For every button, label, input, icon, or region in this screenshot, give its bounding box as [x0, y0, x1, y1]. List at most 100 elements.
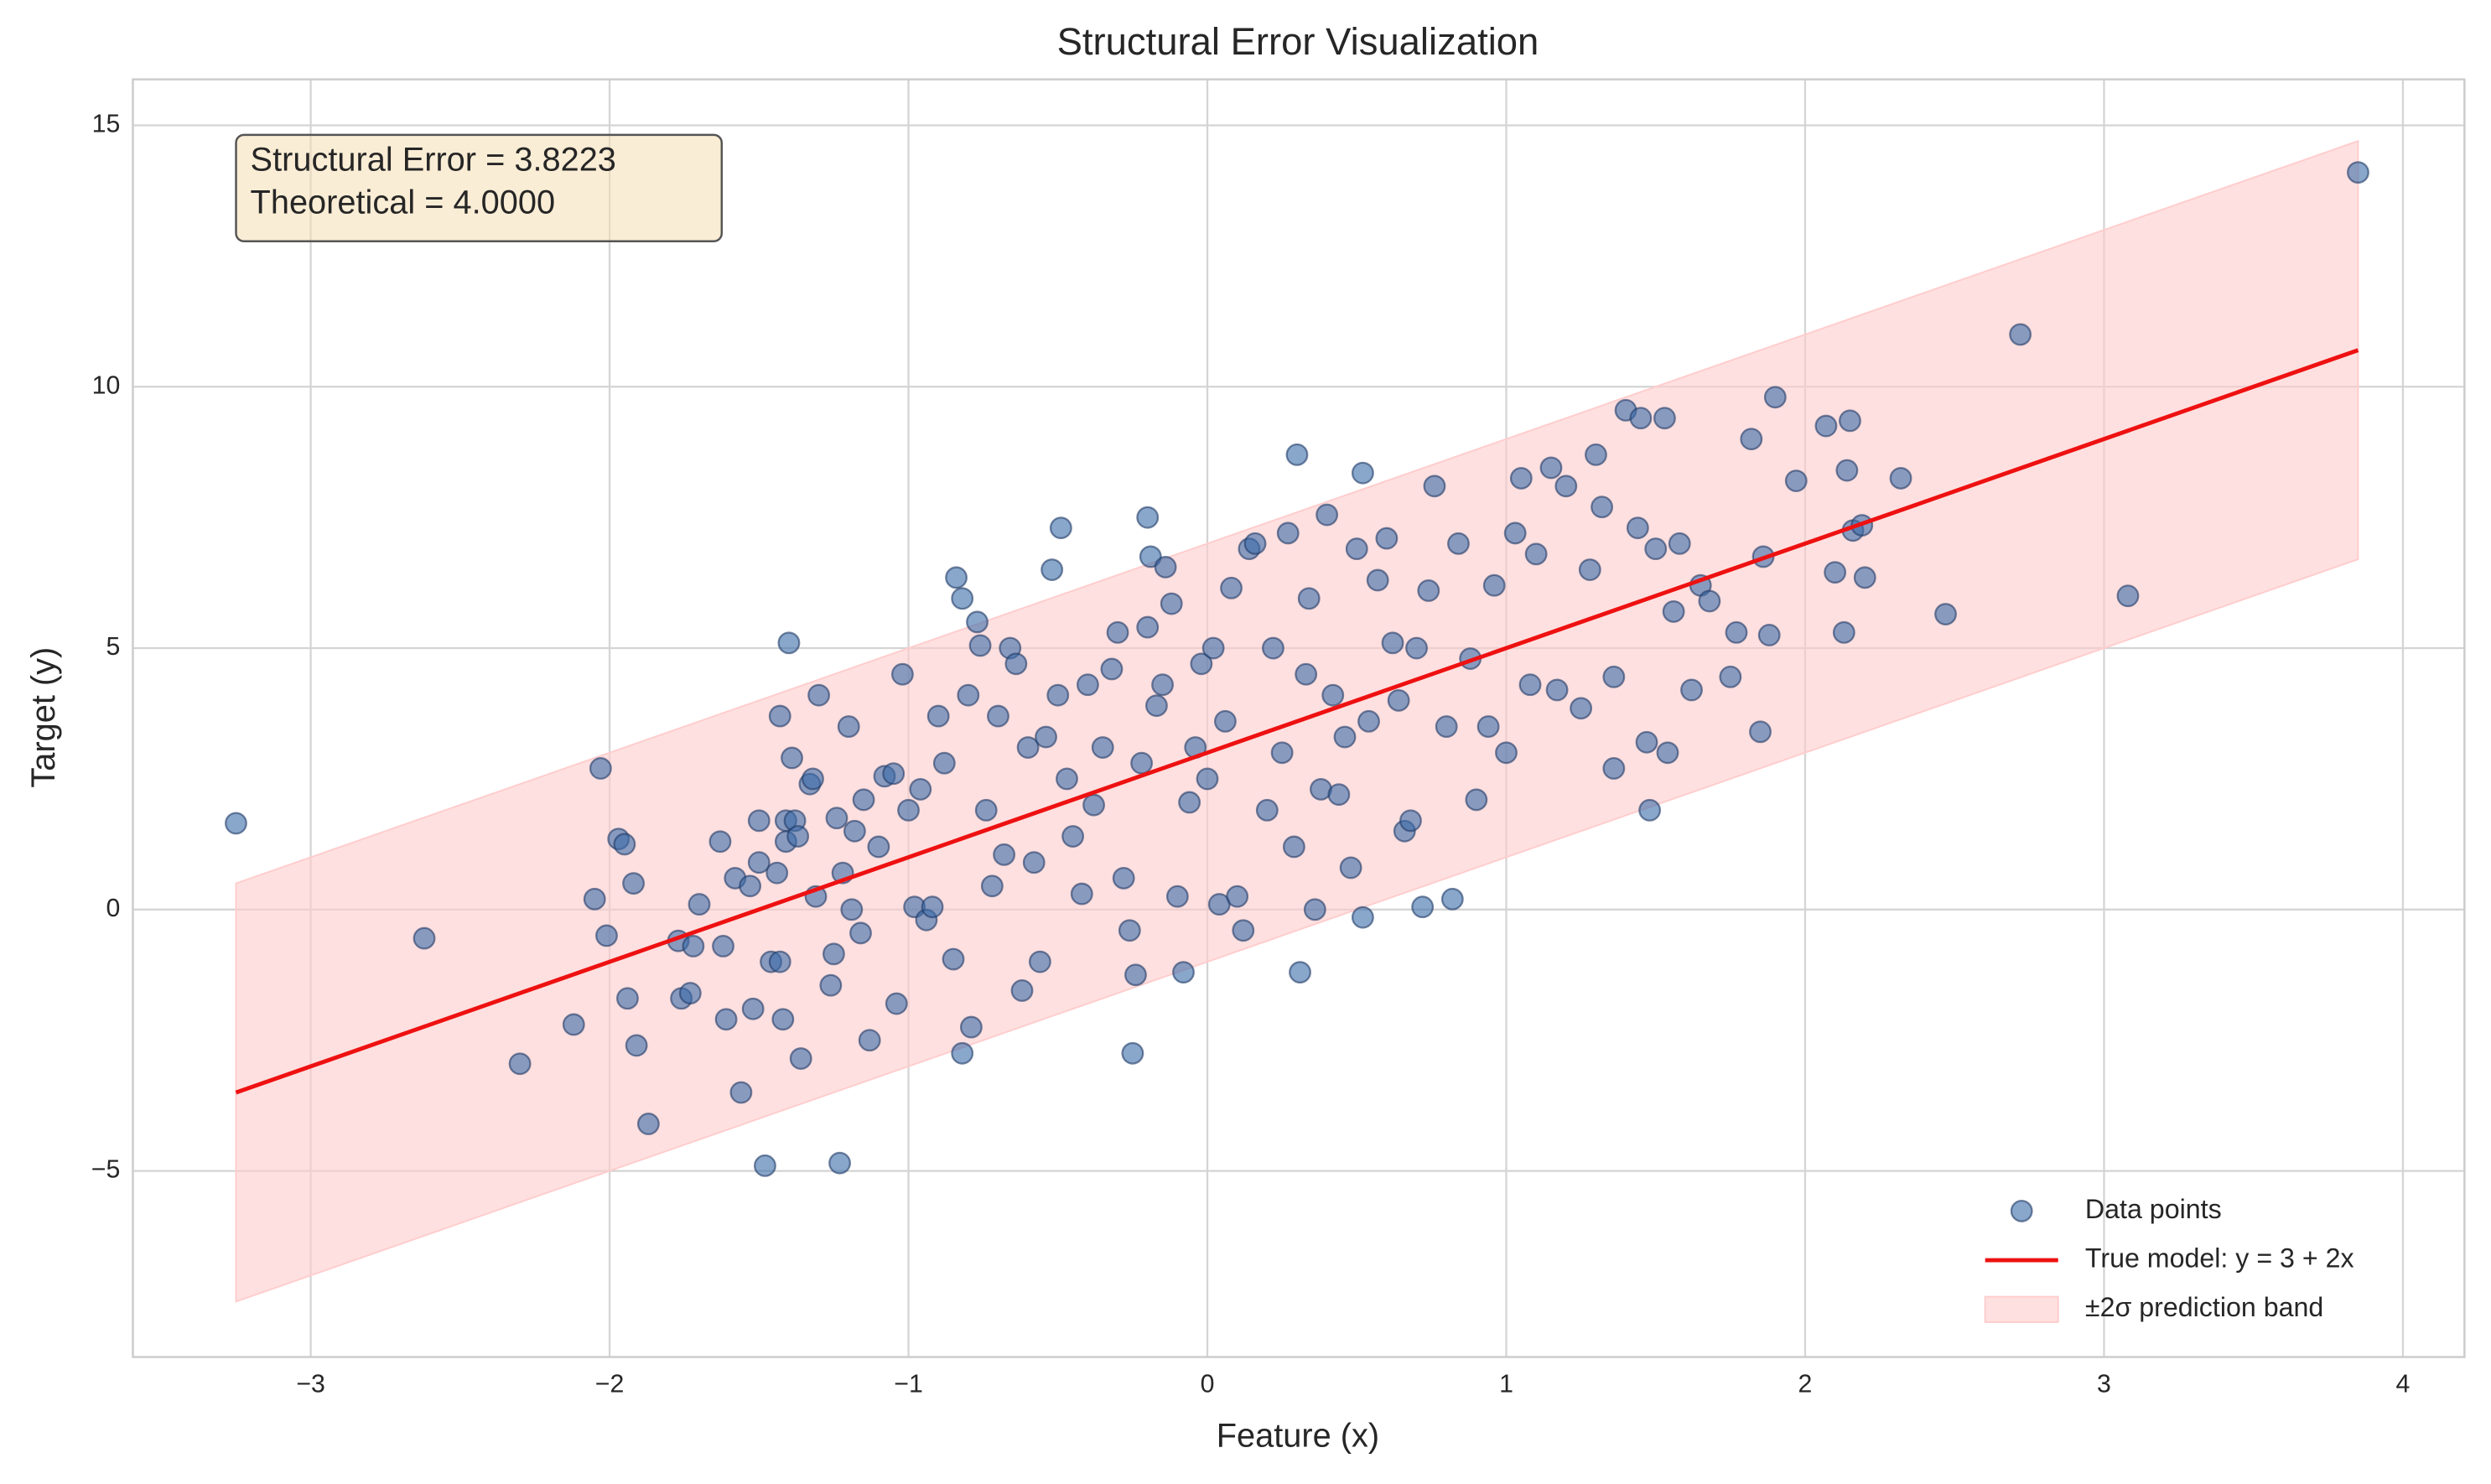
data-point [1387, 688, 1410, 712]
data-point [741, 997, 765, 1020]
data-point [688, 893, 711, 916]
data-point [825, 807, 848, 830]
data-point [1814, 414, 1838, 438]
data-point [589, 757, 612, 780]
data-point [1757, 624, 1781, 646]
y-tick-label: 0 [106, 895, 120, 922]
data-point [980, 874, 1004, 898]
data-point [1316, 503, 1339, 527]
data-point [1321, 683, 1345, 707]
data-point [1282, 835, 1305, 859]
data-point [945, 566, 968, 589]
data-point [1285, 443, 1309, 466]
data-point [1591, 496, 1614, 519]
data-point [1351, 461, 1374, 485]
legend-label: Data points [2085, 1194, 2222, 1224]
data-point [951, 1041, 974, 1065]
data-point [1482, 573, 1506, 597]
data-point [768, 950, 791, 973]
data-point [786, 825, 810, 848]
data-point [1653, 407, 1676, 430]
data-point [771, 1008, 795, 1031]
data-point [613, 833, 636, 856]
data-point [840, 898, 864, 921]
data-point [1100, 657, 1124, 681]
data-point [1375, 527, 1399, 550]
data-point [819, 973, 843, 997]
data-point [1381, 631, 1404, 655]
data-point [562, 1013, 585, 1036]
data-point [1853, 566, 1876, 589]
data-point [1447, 532, 1470, 555]
data-point [1154, 555, 1177, 579]
data-point [1136, 615, 1160, 639]
data-point [729, 1081, 753, 1104]
data-point [1196, 767, 1219, 791]
data-point [1049, 516, 1072, 540]
data-point [1554, 475, 1578, 498]
legend-marker [2010, 1199, 2033, 1222]
data-point [622, 872, 646, 895]
model-line [235, 348, 2359, 1095]
y-tick-label: 10 [92, 371, 121, 399]
data-point [1476, 715, 1500, 739]
data-point [807, 683, 831, 707]
data-point [1056, 767, 1078, 791]
data-point [1889, 466, 1912, 490]
data-point [843, 819, 866, 843]
data-point [1503, 521, 1527, 545]
legend-label: True model: y = 3 + 2x [2085, 1243, 2354, 1274]
y-axis-label: Target (y) [25, 647, 62, 788]
data-point [802, 767, 824, 791]
data-point [909, 777, 932, 801]
data-point [708, 830, 732, 854]
data-point [974, 798, 998, 822]
data-point [1035, 725, 1057, 749]
data-point [777, 631, 801, 655]
data-point [1518, 673, 1542, 697]
y-tick-label: −5 [91, 1156, 121, 1184]
data-point [1004, 652, 1028, 676]
data-point [1763, 386, 1787, 409]
data-point [1010, 979, 1034, 1002]
data-point [1226, 885, 1249, 908]
data-point [1570, 697, 1593, 720]
data-point [1465, 788, 1488, 812]
data-point [993, 843, 1016, 866]
data-point [932, 751, 956, 775]
x-tick-label: −1 [894, 1371, 923, 1398]
data-point [882, 762, 906, 786]
data-point [1602, 665, 1626, 688]
chart-title: Structural Error Visualization [1057, 20, 1539, 63]
data-point [682, 935, 705, 957]
data-point [1046, 683, 1070, 707]
data-point [1255, 798, 1279, 822]
data-point [739, 874, 762, 898]
x-tick-label: 1 [1499, 1371, 1513, 1398]
data-point [1835, 459, 1859, 482]
data-point [1339, 856, 1362, 880]
data-point [714, 1008, 738, 1031]
data-point [1584, 443, 1607, 466]
data-point [1351, 905, 1374, 929]
data-point [987, 704, 1009, 728]
data-point [951, 587, 974, 610]
data-point [1509, 466, 1533, 490]
data-point [1417, 579, 1440, 602]
data-point [858, 1029, 881, 1052]
y-tick-label: 5 [106, 633, 120, 661]
y-tick-label: 15 [92, 111, 121, 138]
data-point [1261, 636, 1284, 660]
data-point [926, 704, 950, 728]
data-point [1698, 589, 1721, 613]
data-point [1041, 558, 1064, 581]
x-tick-label: 0 [1201, 1371, 1215, 1398]
data-point [1545, 678, 1569, 702]
data-point [1749, 720, 1772, 744]
data-point [1644, 537, 1668, 561]
data-point [1289, 961, 1311, 984]
data-point [1495, 741, 1518, 765]
data-point [1091, 736, 1114, 759]
